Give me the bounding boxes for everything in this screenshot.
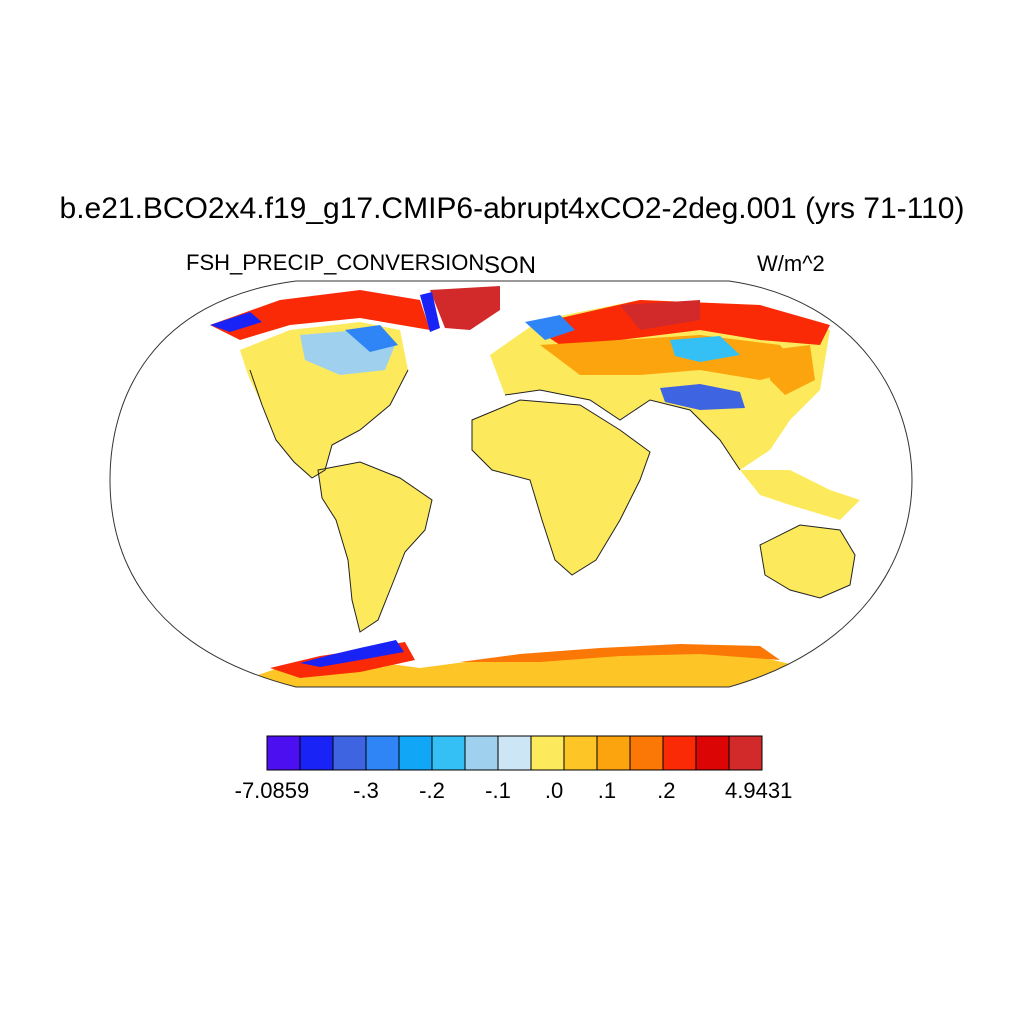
- central-asia-negative: [670, 336, 740, 362]
- colorbar-swatch: [431, 735, 466, 771]
- east-asia-anomaly: [770, 345, 815, 395]
- colorbar-swatch: [662, 735, 697, 771]
- colorbar-swatch: [695, 735, 730, 771]
- colorbar-tick-label: 4.9431: [725, 778, 793, 803]
- greenland-edge: [420, 292, 440, 332]
- colorbar-swatch: [530, 735, 565, 771]
- colorbar-swatch: [596, 735, 631, 771]
- colorbar-tick-label: -.3: [353, 778, 379, 803]
- eurasia-orange-band: [540, 335, 800, 380]
- antarctica-field: [255, 646, 790, 687]
- greenland-field: [430, 286, 500, 330]
- north-america-edge-negative: [210, 312, 262, 332]
- colorbar-tick-label: .0: [544, 778, 564, 803]
- colorbar-tick-label: -7.0859: [234, 778, 310, 803]
- north-america-arctic-band: [210, 290, 430, 340]
- antarctica-east-anomaly: [460, 644, 780, 662]
- colorbar-swatch: [266, 735, 301, 771]
- colorbar-swatch: [464, 735, 499, 771]
- tibet-negative: [660, 384, 745, 410]
- plot-title: b.e21.BCO2x4.f19_g17.CMIP6-abrupt4xCO2-2…: [59, 192, 965, 225]
- scandinavia-negative: [525, 315, 575, 340]
- colorbar-swatch: [365, 735, 400, 771]
- siberia-max: [620, 300, 700, 330]
- variable-label: FSH_PRECIP_CONVERSION: [186, 250, 485, 275]
- coastlines: [249, 369, 856, 633]
- canada-negative-patch: [345, 325, 398, 352]
- antarctica-west-negative: [300, 640, 404, 667]
- season-label: SON: [484, 252, 537, 279]
- colorbar-tick-label: .1: [597, 778, 617, 803]
- colorbar-swatch: [299, 735, 334, 771]
- colorbar-tick-label: -.2: [419, 778, 445, 803]
- colorbar-swatch: [332, 735, 367, 771]
- africa-field: [472, 400, 650, 575]
- southeast-asia-field: [740, 470, 860, 520]
- colorbar-swatch: [563, 735, 598, 771]
- units-label: W/m^2: [757, 251, 825, 276]
- colorbar-tick-label: -.1: [485, 778, 511, 803]
- colorbar-swatch: [497, 735, 532, 771]
- colorbar-swatch: [629, 735, 664, 771]
- colorbar-swatch: [728, 735, 763, 771]
- colorbar-tick-label: .2: [657, 778, 676, 803]
- australia-field: [760, 525, 855, 598]
- globe-outline: [109, 280, 913, 688]
- south-america-field: [318, 462, 432, 632]
- colorbar-swatch: [398, 735, 433, 771]
- colorbar: [266, 735, 763, 771]
